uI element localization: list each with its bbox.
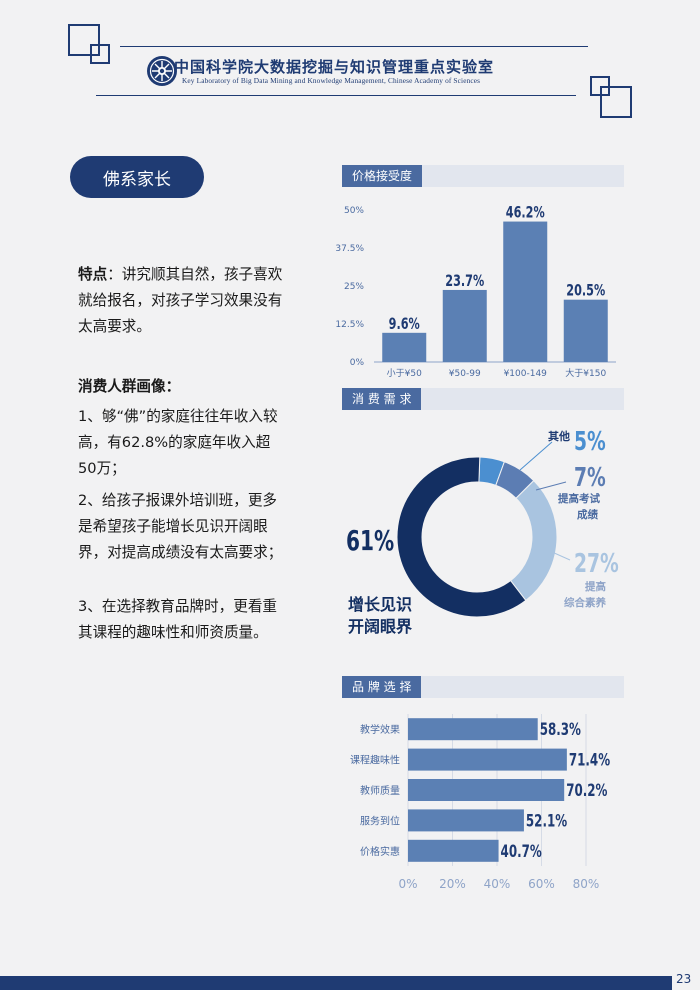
bar-value-label: 9.6% bbox=[389, 315, 420, 333]
y-tick-label: 37.5% bbox=[335, 244, 364, 254]
bar-value-label: 70.2% bbox=[566, 781, 607, 801]
leader-line bbox=[551, 551, 571, 561]
feature-title: 特点 bbox=[78, 266, 108, 283]
page-number: 23 bbox=[676, 972, 692, 986]
portrait-item: 3、在选择教育品牌时，更看重其课程的趣味性和师资质量。 bbox=[78, 598, 278, 641]
bar-value-label: 71.4% bbox=[569, 751, 610, 771]
footer-bar bbox=[0, 976, 672, 990]
bar-value-label: 23.7% bbox=[445, 273, 484, 291]
bar bbox=[442, 289, 487, 362]
x-tick-label: 40% bbox=[484, 877, 511, 891]
x-tick-label: 大于¥150 bbox=[565, 367, 606, 379]
bar-value-label: 40.7% bbox=[501, 842, 542, 862]
x-tick-label: 80% bbox=[573, 877, 600, 891]
portrait-title-text: 消费人群画像： bbox=[78, 378, 181, 395]
x-tick-label: ¥100-149 bbox=[504, 369, 548, 379]
y-tick-label: 0% bbox=[350, 358, 365, 368]
slice-label-exam: 成绩 bbox=[577, 508, 598, 521]
parent-type-pill: 佛系家长 bbox=[70, 156, 204, 198]
y-category-label: 教学效果 bbox=[360, 723, 400, 736]
bar bbox=[408, 839, 499, 862]
slice-value-other: 5% bbox=[574, 427, 606, 457]
y-category-label: 教师质量 bbox=[360, 784, 400, 797]
corner-square-decoration bbox=[68, 24, 100, 56]
section-tag-demand: 消 费 需 求 bbox=[342, 388, 422, 410]
slice-label-exam: 提高考试 bbox=[558, 492, 600, 505]
bar bbox=[408, 718, 538, 741]
slice-label-big: 增长见识 bbox=[348, 595, 412, 614]
slice-label-general: 提高 bbox=[585, 580, 606, 593]
x-tick-label: 小于¥50 bbox=[387, 368, 422, 379]
slice-value-big: 61% bbox=[346, 524, 394, 557]
portrait-title: 消费人群画像： bbox=[78, 374, 283, 400]
bar bbox=[382, 332, 427, 362]
section-tag-price: 价格接受度 bbox=[342, 165, 423, 187]
bar bbox=[503, 221, 548, 362]
feature-paragraph: 特点：讲究顺其自然，孩子喜欢就给报名，对孩子学习效果没有太高要求。 bbox=[78, 262, 283, 340]
bar-value-label: 58.3% bbox=[540, 720, 581, 740]
y-tick-label: 25% bbox=[344, 282, 364, 292]
corner-square-decoration bbox=[90, 44, 110, 64]
y-category-label: 课程趣味性 bbox=[350, 754, 400, 767]
donut-slice bbox=[509, 479, 558, 602]
y-category-label: 价格实惠 bbox=[360, 845, 400, 858]
leader-line bbox=[519, 441, 553, 471]
header-rule bbox=[96, 95, 576, 96]
x-tick-label: 20% bbox=[439, 877, 466, 891]
bar bbox=[408, 748, 567, 771]
slice-label-other: 其他 bbox=[548, 429, 570, 443]
y-category-label: 服务到位 bbox=[360, 814, 400, 827]
y-tick-label: 50% bbox=[344, 206, 364, 216]
bar bbox=[563, 299, 608, 362]
cas-logo bbox=[147, 56, 177, 86]
x-tick-label: ¥50-99 bbox=[449, 369, 481, 379]
portrait-item: 1、够“佛”的家庭往往年收入较高，有62.8%的家庭年收入超50万； bbox=[78, 408, 278, 477]
slice-label-big: 开阔眼界 bbox=[348, 617, 412, 636]
lab-name-zh: 中国科学院大数据挖掘与知识管理重点实验室 bbox=[174, 58, 495, 76]
bar-value-label: 20.5% bbox=[566, 282, 605, 300]
corner-square-decoration bbox=[600, 86, 632, 118]
slice-value-exam: 7% bbox=[574, 463, 606, 493]
section-tag-brand: 品 牌 选 择 bbox=[342, 676, 422, 698]
x-tick-label: 0% bbox=[398, 877, 417, 891]
leader-line bbox=[535, 481, 567, 491]
bar-value-label: 52.1% bbox=[526, 811, 567, 831]
bar-value-label: 46.2% bbox=[506, 204, 545, 222]
slice-value-general: 27% bbox=[574, 549, 619, 579]
portrait-item: 2、给孩子报课外培训班，更多是希望孩子能增长见识开阔眼界，对提高成绩没有太高要求… bbox=[78, 492, 283, 561]
slice-label-general: 综合素养 bbox=[564, 596, 606, 609]
brand-choice-chart: 0% 20% 40% 60% 80% 教学效果 58.3% 课程趣味性 71.4% 教师质量 70.… bbox=[350, 714, 610, 891]
donut-slice bbox=[396, 456, 527, 618]
y-tick-label: 12.5% bbox=[335, 320, 364, 330]
price-acceptance-chart: 0% 12.5% 25% 37.5% 50% 9.6% 小于¥50 23.7% ¥50-99 46… bbox=[335, 204, 616, 379]
header-rule bbox=[120, 46, 588, 47]
x-tick-label: 60% bbox=[528, 877, 555, 891]
bar bbox=[408, 809, 524, 832]
feature-text: ：讲究顺其自然，孩子喜欢就给报名，对孩子学习效果没有太高要求。 bbox=[78, 266, 283, 335]
lab-name-en: Key Laboratory of Big Data Mining and Kn… bbox=[182, 76, 481, 85]
bar bbox=[408, 779, 565, 801]
